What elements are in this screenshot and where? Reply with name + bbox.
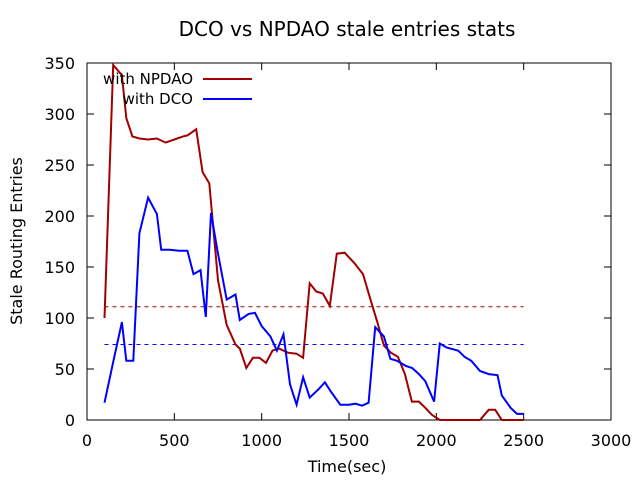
y-tick-label: 300 [44, 105, 75, 124]
y-axis-title: Stale Routing Entries [7, 157, 26, 325]
x-tick-label: 1000 [241, 431, 282, 450]
x-tick-label: 2000 [416, 431, 457, 450]
x-tick-label: 0 [82, 431, 92, 450]
y-tick-label: 150 [44, 258, 75, 277]
reference-lines [104, 306, 524, 346]
plot-frame [86, 62, 612, 421]
legend: with NPDAO with DCO [103, 70, 252, 108]
y-tick-label: 250 [44, 156, 75, 175]
x-tick-label: 3000 [591, 431, 632, 450]
series-lines [103, 62, 524, 421]
legend-label: with DCO [123, 90, 193, 108]
y-tick-label: 100 [44, 309, 75, 328]
legend-label: with NPDAO [103, 70, 193, 88]
plot-border [86, 62, 612, 421]
series-line-npdao [103, 62, 524, 421]
x-tick-label: 500 [159, 431, 190, 450]
y-tick-label: 200 [44, 207, 75, 226]
series-line-dco [103, 194, 524, 415]
y-tick-label: 50 [55, 360, 75, 379]
x-axis-title: Time(sec) [307, 457, 387, 476]
x-tick-label: 2500 [503, 431, 544, 450]
chart-title: DCO vs NPDAO stale entries stats [179, 17, 516, 41]
axis-ticks: 0 500 1000 1500 2000 2500 3000 0 50 100 150 200 250 3… [44, 54, 631, 450]
y-tick-label: 350 [44, 54, 75, 73]
x-tick-label: 1500 [329, 431, 370, 450]
y-tick-label: 0 [65, 411, 75, 430]
